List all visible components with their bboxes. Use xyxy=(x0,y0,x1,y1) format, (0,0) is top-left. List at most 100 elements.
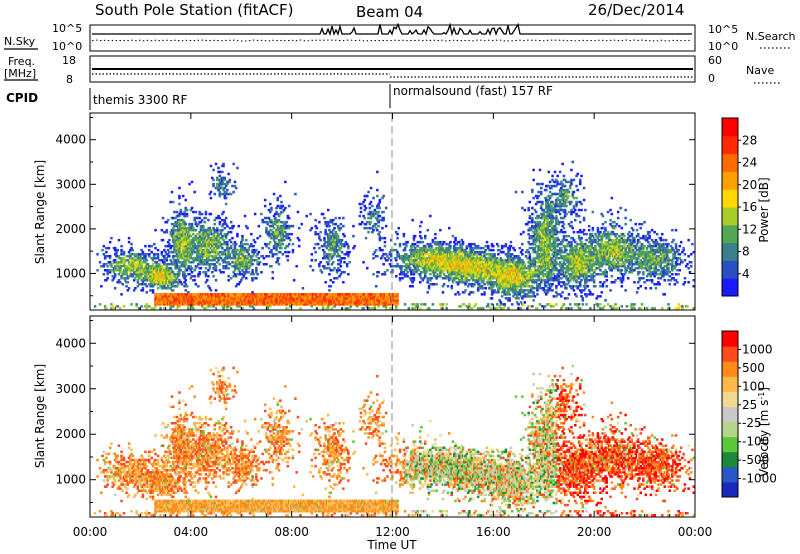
power-cell xyxy=(207,234,210,238)
power-cell xyxy=(287,232,291,236)
power-cell xyxy=(306,297,310,300)
power-cell xyxy=(507,289,510,292)
power-cell xyxy=(318,303,321,306)
power-cell xyxy=(339,246,343,250)
power-cell xyxy=(159,285,162,288)
power-cell xyxy=(398,257,402,260)
power-cell xyxy=(125,281,128,284)
power-cell xyxy=(482,279,485,282)
power-cell xyxy=(376,303,379,306)
power-cell xyxy=(265,230,268,234)
power-cell xyxy=(245,295,248,298)
power-cell xyxy=(367,307,370,310)
power-cell xyxy=(296,210,300,214)
power-cell xyxy=(347,273,350,276)
power-cell xyxy=(226,240,229,244)
power-cell xyxy=(478,271,481,274)
power-cell xyxy=(126,281,130,284)
power-cell xyxy=(195,232,199,236)
power-cell xyxy=(500,271,504,274)
power-cell xyxy=(163,303,166,306)
power-cell xyxy=(140,273,143,276)
power-cell xyxy=(270,295,273,298)
power-cell xyxy=(357,295,360,298)
power-cell xyxy=(218,269,222,272)
power-cell xyxy=(177,228,180,232)
power-cell xyxy=(142,259,146,262)
power-cell xyxy=(148,248,151,252)
power-cell xyxy=(263,242,267,246)
power-cell xyxy=(507,246,510,250)
power-cell xyxy=(270,234,273,238)
power-cell xyxy=(323,238,326,242)
power-cell xyxy=(193,259,196,262)
power-cell xyxy=(500,267,504,270)
power-cell xyxy=(156,279,160,282)
power-cell xyxy=(232,301,235,304)
power-cell xyxy=(124,261,127,264)
power-cell xyxy=(313,295,316,298)
power-cell xyxy=(455,267,458,270)
power-cell xyxy=(475,255,479,258)
power-cell xyxy=(426,291,429,294)
power-cell xyxy=(513,277,516,280)
power-cell xyxy=(159,307,162,310)
power-cell xyxy=(115,255,118,258)
power-cell xyxy=(344,301,348,304)
power-cell xyxy=(282,228,286,232)
power-cell xyxy=(363,303,366,306)
power-cell xyxy=(156,267,160,270)
power-cell xyxy=(238,301,242,304)
power-cell xyxy=(319,303,322,306)
power-cell xyxy=(171,257,175,260)
power-cell xyxy=(207,248,210,252)
power-cell xyxy=(465,281,469,284)
power-cell xyxy=(325,307,329,310)
power-cell xyxy=(173,263,176,266)
power-cell xyxy=(136,259,140,262)
power-cell xyxy=(476,244,480,248)
power-cell xyxy=(173,210,176,214)
power-cell xyxy=(424,253,427,256)
power-cell xyxy=(141,281,145,284)
power-cell xyxy=(236,253,239,256)
power-cell xyxy=(347,301,350,304)
power-cell xyxy=(311,295,315,298)
power-cell xyxy=(400,255,403,258)
power-cell xyxy=(488,265,491,268)
power-cell xyxy=(403,255,407,258)
power-cell xyxy=(213,259,216,262)
power-cell xyxy=(229,303,233,306)
power-cell xyxy=(453,269,456,272)
power-cell xyxy=(426,257,429,260)
power-cell xyxy=(229,246,233,250)
power-cell xyxy=(458,250,461,254)
power-cell xyxy=(184,301,187,304)
power-cell xyxy=(238,295,242,298)
power-cell xyxy=(357,293,360,296)
power-cell xyxy=(282,224,286,228)
power-cell xyxy=(226,297,229,300)
power-cell xyxy=(161,295,165,298)
power-cell xyxy=(458,269,461,272)
power-cell xyxy=(281,230,285,234)
power-cell xyxy=(163,269,166,272)
power-cell xyxy=(163,281,166,284)
power-cell xyxy=(192,228,195,232)
power-cell xyxy=(190,206,194,210)
power-cell xyxy=(221,228,224,232)
power-cell xyxy=(430,244,433,248)
power-cell xyxy=(171,305,175,308)
power-cell xyxy=(338,263,341,266)
power-cell xyxy=(200,238,204,242)
power-cell xyxy=(115,267,118,270)
power-cell xyxy=(420,220,423,224)
power-cell xyxy=(192,299,195,302)
power-cell xyxy=(476,273,480,276)
power-cell xyxy=(184,283,187,286)
power-cell xyxy=(132,261,136,264)
power-cell xyxy=(330,299,334,302)
power-cell xyxy=(395,303,398,306)
power-cell xyxy=(228,238,232,242)
power-cell xyxy=(129,255,132,258)
